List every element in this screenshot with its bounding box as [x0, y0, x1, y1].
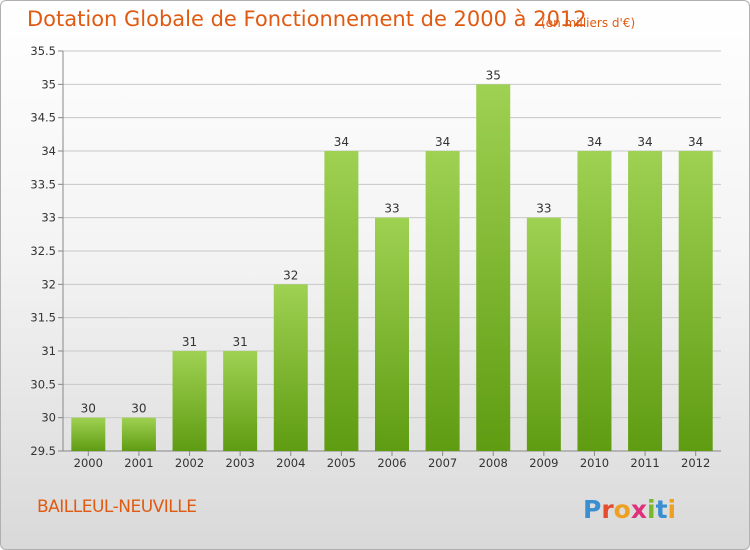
y-tick-label: 33	[41, 211, 56, 225]
y-tick-label: 32	[41, 277, 56, 291]
y-tick-label: 34.5	[30, 111, 56, 125]
bars	[71, 84, 713, 451]
bar-value-label: 31	[182, 335, 197, 349]
bar	[476, 84, 511, 451]
y-tick-label: 30	[41, 411, 56, 425]
bar	[577, 151, 612, 451]
proxiti-logo: Proxiti	[583, 495, 676, 524]
x-tick-label: 2004	[276, 456, 305, 470]
y-tick-label: 35	[41, 77, 56, 91]
bar-value-label: 34	[334, 135, 349, 149]
y-tick-label: 33.5	[30, 177, 56, 191]
y-tick-label: 31.5	[30, 311, 56, 325]
bar	[526, 217, 561, 451]
x-tick-label: 2011	[630, 456, 659, 470]
y-tick-label: 34	[41, 144, 56, 158]
x-tick-label: 2012	[681, 456, 710, 470]
x-tick-label: 2000	[74, 456, 103, 470]
commune-name: BAILLEUL-NEUVILLE	[37, 497, 197, 517]
chart-title: Dotation Globale de Fonctionnement de 20…	[27, 7, 587, 31]
x-tick-label: 2005	[327, 456, 356, 470]
bar	[425, 151, 460, 451]
bar-value-label: 32	[283, 268, 298, 282]
bar	[324, 151, 359, 451]
bar	[273, 284, 308, 451]
bar-value-label: 34	[637, 135, 652, 149]
bar-value-label: 34	[435, 135, 450, 149]
x-tick-label: 2003	[226, 456, 255, 470]
x-tick-label: 2001	[124, 456, 153, 470]
bar	[71, 417, 106, 451]
bar	[678, 151, 713, 451]
x-tick-label: 2002	[175, 456, 204, 470]
bar-value-label: 33	[536, 202, 551, 216]
bar-value-label: 30	[81, 402, 96, 416]
bar-value-label: 31	[233, 335, 248, 349]
x-tick-label: 2010	[580, 456, 609, 470]
y-tick-label: 32.5	[30, 244, 56, 258]
bar	[121, 417, 156, 451]
bar-value-label: 34	[587, 135, 602, 149]
bar-value-label: 30	[131, 402, 146, 416]
bar-value-label: 35	[486, 68, 501, 82]
bar	[628, 151, 663, 451]
x-tick-label: 2008	[479, 456, 508, 470]
bar-value-label: 34	[688, 135, 703, 149]
x-tick-label: 2006	[377, 456, 406, 470]
y-tick-label: 35.5	[30, 44, 56, 58]
bar	[375, 217, 409, 451]
y-tick-label: 30.5	[30, 377, 56, 391]
svg-text:Proxiti: Proxiti	[583, 495, 676, 524]
bar-value-label: 33	[384, 202, 399, 216]
bar	[223, 351, 258, 451]
unit-label: (en milliers d'€)	[541, 16, 636, 30]
y-tick-label: 31	[41, 344, 56, 358]
y-tick-label: 29.5	[30, 444, 56, 458]
x-tick-label: 2009	[529, 456, 558, 470]
bar	[172, 351, 207, 451]
x-tick-label: 2007	[428, 456, 457, 470]
labels: 29.5 30 30.5 31 31.5 32 32.5 33 33.5 34 34.5 35 35.5…	[30, 44, 710, 470]
